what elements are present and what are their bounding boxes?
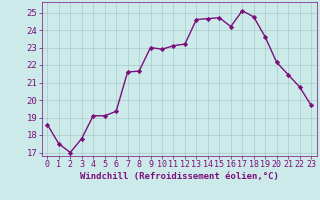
X-axis label: Windchill (Refroidissement éolien,°C): Windchill (Refroidissement éolien,°C) bbox=[80, 172, 279, 181]
